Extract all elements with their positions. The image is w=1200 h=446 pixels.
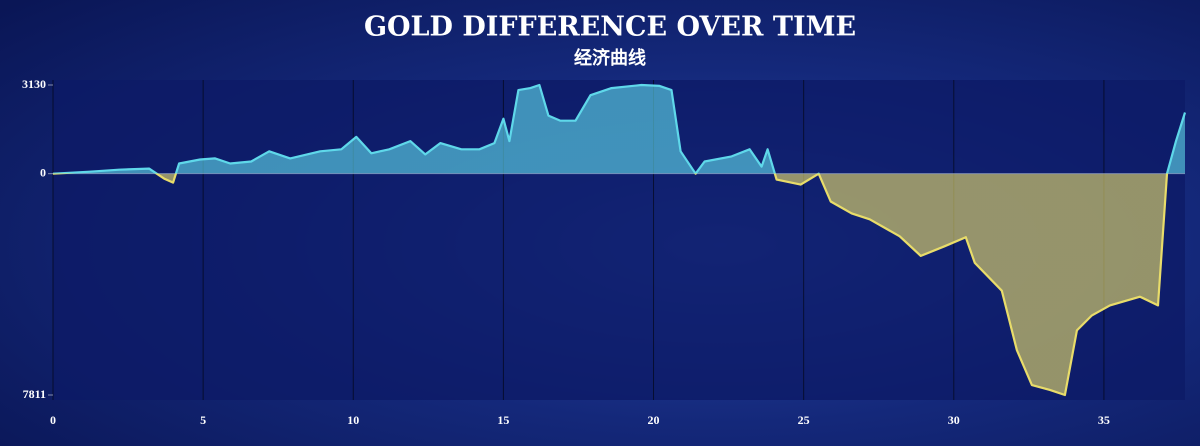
y-tick-label: 3130: [22, 77, 46, 91]
x-tick-label: 30: [948, 413, 960, 427]
chart-subtitle: 经济曲线: [574, 47, 646, 69]
x-tick-label: 35: [1098, 413, 1110, 427]
area: [53, 85, 1185, 395]
y-tick-label: 0: [40, 165, 46, 179]
line: [52, 83, 1187, 397]
chart-title: GOLD DIFFERENCE OVER TIME: [364, 12, 856, 43]
y-tick-label: 7811: [23, 387, 46, 401]
x-tick-label: 5: [200, 413, 206, 427]
x-tick-label: 10: [347, 413, 359, 427]
x-tick-label: 0: [50, 413, 56, 427]
x-tick-label: 20: [648, 413, 660, 427]
x-tick-label: 25: [798, 413, 810, 427]
x-tick-label: 15: [497, 413, 509, 427]
